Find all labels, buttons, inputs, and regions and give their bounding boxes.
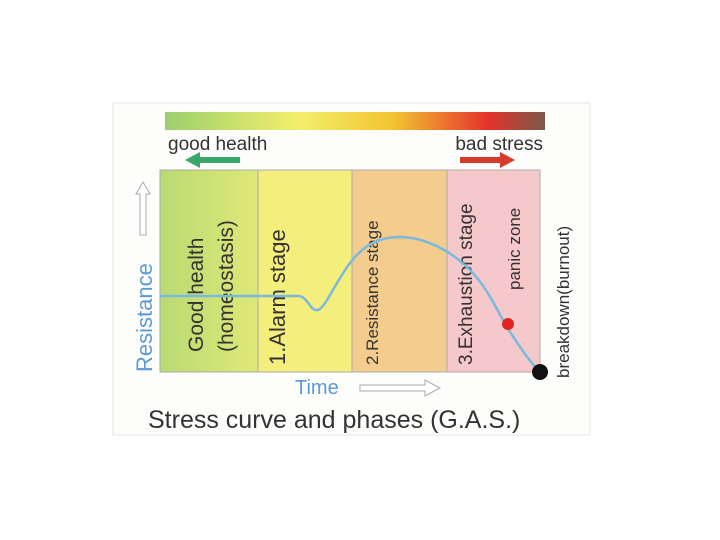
panel-sublabel: panic zone [505,208,524,290]
panel [446,169,541,373]
end-label: breakdown(burnout) [554,226,573,378]
right-label: bad stress [455,134,543,155]
left-arrow [185,152,240,168]
panic-dot [502,318,514,330]
panel [351,169,448,373]
panel-label: 3.Exhaustion stage [456,203,477,365]
y-arrow [135,181,151,236]
x-axis-label: Time [295,377,339,399]
resistance-curve [160,235,541,373]
y-axis-label: Resistance [132,263,157,372]
left-label: good health [168,134,267,155]
panel [257,169,353,373]
caption: Stress curve and phases (G.A.S.) [148,406,520,434]
panel-label: 2.Resistance stage [363,220,382,365]
breakdown-dot [532,364,548,380]
right-arrow [460,152,515,168]
panel-label: (homeostasis) [215,220,238,352]
panel [159,169,259,373]
stress-gradient [165,112,545,130]
x-arrow [359,379,442,397]
